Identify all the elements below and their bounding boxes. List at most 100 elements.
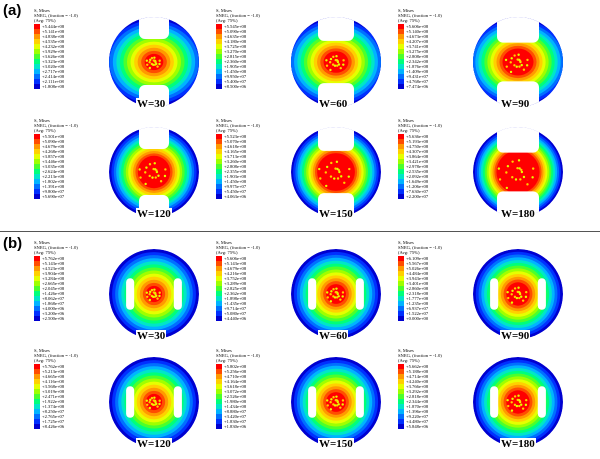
legend-value: +8.426e+06 [42, 424, 65, 429]
legend-value: +8.500e+06 [224, 84, 247, 89]
legend-value: +4.673e+08 [406, 34, 429, 39]
panel-a-label: (a) [3, 2, 22, 19]
legend-swatch [398, 369, 404, 374]
legend-swatch [34, 139, 40, 144]
legend-swatch [398, 301, 404, 306]
von-mises-contour-disk [291, 249, 381, 339]
contour-speckle [511, 160, 514, 163]
contour-speckle [155, 402, 158, 406]
legend-value: +1.522e+07 [406, 311, 429, 316]
contour-speckle [333, 177, 336, 180]
legend-swatch [216, 296, 222, 301]
legend-value: +0.000e+00 [406, 316, 429, 321]
contour-speckle [518, 296, 521, 300]
contour-speckle [159, 180, 163, 183]
legend-swatch [216, 189, 222, 194]
contour-speckle [151, 176, 154, 179]
legend-value: +5.545e+08 [224, 24, 247, 29]
contour-speckle [158, 62, 161, 66]
contour-speckle [511, 397, 514, 401]
legend-value: +4.440e+06 [224, 316, 247, 321]
contour-speckle [342, 63, 345, 66]
legend-value: +5.026e+08 [406, 266, 429, 271]
legend-swatch [34, 144, 40, 149]
legend-swatch [216, 311, 222, 316]
legend-header-line: SNEG, (fraction = -1.0) [216, 353, 260, 358]
legend-swatch [216, 184, 222, 189]
legend-swatch [398, 261, 404, 266]
contour-speckle [139, 176, 142, 179]
legend-header-line: S, Mises [216, 348, 232, 353]
stress-legend: S, Mises SNEG, (fraction = -1.0) (Avg: 75%… [398, 240, 460, 321]
stress-legend: S, Mises SNEG, (fraction = -1.0) (Avg: 75%… [398, 348, 460, 429]
legend-header-line: S, Mises [34, 8, 50, 13]
legend-swatch [34, 149, 40, 154]
legend-value: +2.092e+08 [406, 174, 429, 179]
legend-value: +5.636e+08 [406, 134, 429, 139]
contour-band [317, 153, 355, 191]
contour-speckle [156, 405, 159, 408]
legend-swatch [398, 189, 404, 194]
contour-speckle [329, 68, 332, 72]
contour-speckle [145, 399, 149, 402]
contour-speckle [506, 398, 509, 402]
legend-value: +4.180e+08 [224, 39, 247, 44]
legend-header-line: S, Mises [216, 118, 232, 123]
legend-value: +1.876e+08 [406, 64, 429, 69]
width-label: W=120 [136, 438, 172, 450]
legend-header-line: S, Mises [34, 348, 50, 353]
contour-speckle [153, 288, 156, 291]
legend-swatch [216, 169, 222, 174]
legend-value: +1.206e+08 [406, 184, 429, 189]
legend-header-line: (Avg: 75%) [216, 128, 238, 133]
contour-speckle [506, 290, 509, 294]
legend-swatch [216, 379, 222, 384]
stress-legend: S, Mises SNEG, (fraction = -1.0) (Avg: 75%… [216, 118, 278, 199]
legend-value: +2.500e+06 [42, 316, 65, 321]
contour-speckle [152, 167, 155, 171]
legend-value: +5.762e+08 [42, 256, 65, 261]
legend-value: +2.818e+08 [406, 394, 429, 399]
legend-swatch [398, 44, 404, 49]
legend-value: +1.426e+08 [42, 291, 65, 296]
legend-value: +5.848e+06 [406, 424, 429, 429]
contour-speckle [497, 167, 501, 170]
contour-speckle [163, 174, 167, 178]
legend-swatch [398, 149, 404, 154]
legend-value: +3.323e+08 [42, 59, 65, 64]
legend-swatch [34, 24, 40, 29]
legend-value: +3.943e+08 [406, 276, 429, 281]
legend-value: +3.401e+08 [406, 281, 429, 286]
legend-value: +5.606e+08 [406, 24, 429, 29]
legend-value: +5.662e+08 [406, 364, 429, 369]
contour-speckle [505, 186, 509, 190]
legend-swatch [216, 399, 222, 404]
stress-legend: S, Mises SNEG, (fraction = -1.0) (Avg: 75%… [216, 240, 278, 321]
cavity-right [537, 386, 546, 418]
legend-value: +1.830e+06 [224, 424, 247, 429]
stress-legend: S, Mises SNEG, (fraction = -1.0) (Avg: 75%… [34, 240, 96, 321]
legend-swatch [216, 424, 222, 429]
legend-swatch [34, 389, 40, 394]
contour-plot-b-6: S, Mises SNEG, (fraction = -1.0) (Avg: 75%… [396, 346, 592, 458]
legend-swatch [398, 29, 404, 34]
contour-speckle [333, 64, 337, 67]
legend-swatch [398, 286, 404, 291]
legend-swatch [34, 34, 40, 39]
legend-value: +3.904e+08 [42, 271, 65, 276]
contour-plot-a-6: S, Mises SNEG, (fraction = -1.0) (Avg: 75%… [396, 116, 592, 228]
legend-swatch [216, 291, 222, 296]
legend-swatch [216, 34, 222, 39]
contour-speckle [329, 293, 332, 296]
legend-value: +3.072e+08 [224, 389, 247, 394]
contour-speckle [515, 296, 519, 300]
legend-swatch [398, 409, 404, 414]
von-mises-contour-disk [473, 17, 563, 107]
legend-swatch [398, 424, 404, 429]
legend-value: +3.289e+08 [224, 281, 247, 286]
legend-value: +8.062e+07 [42, 296, 65, 301]
legend-value: +5.213e+08 [42, 369, 65, 374]
width-label: W=150 [318, 208, 354, 220]
legend-header-line: SNEG, (fraction = -1.0) [34, 123, 78, 128]
legend-swatch [34, 159, 40, 164]
